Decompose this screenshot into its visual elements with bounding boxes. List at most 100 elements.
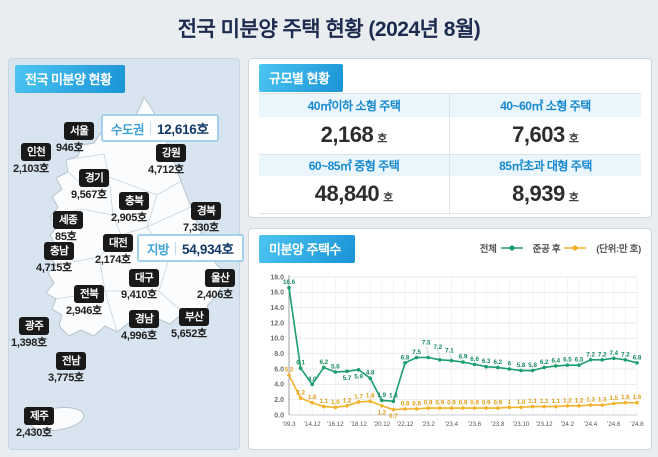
provincial-callout-value: 54,934호 [182,242,234,257]
data-point [635,361,639,365]
y-axis-tick-label: 16.0 [270,290,284,297]
region-label: 대전 [103,234,134,252]
data-point [612,401,616,406]
data-point-label: 1.6 [308,394,317,401]
y-axis-tick-label: 6.0 [274,366,284,373]
y-axis-tick-label: 2.0 [274,397,284,404]
data-point-label: 1.2 [575,397,584,404]
legend-item-completed: 준공 후 [533,241,587,255]
label-leader-line [437,350,441,358]
data-point-label: 6 [508,361,512,368]
data-point [577,363,581,367]
data-point-label: 1.6 [633,394,642,401]
region-label: 강원 [156,144,187,162]
data-point [403,407,407,411]
data-point [356,400,361,404]
metro-callout-label: 수도권 [111,122,145,137]
scale-cell-value: 48,840 호 [259,176,450,213]
data-point-label: 5.9 [354,373,363,380]
data-point-label: 1.0 [517,399,526,406]
data-point [403,361,407,365]
scale-cell-number: 48,840 [314,181,380,206]
y-axis-tick-label: 18.0 [270,274,284,281]
x-axis-tick-label: '24.4 [584,421,598,428]
data-point [391,407,396,412]
data-point-label: 5.8 [528,362,537,369]
data-point [507,367,512,371]
data-point-label: 0.9 [447,400,456,407]
data-point [426,406,430,410]
region-label: 대구 [129,269,160,287]
region-label: 울산 [205,269,236,287]
scale-cell-value: 8,939 호 [450,176,641,213]
scale-cell-number: 8,939 [512,181,565,206]
data-point-label: 1.6 [621,394,630,401]
y-axis-tick-label: 10.0 [270,336,284,343]
scale-cell-label: 60~85㎡ 중형 주택 [259,154,450,176]
region-value: 2,946호 [66,305,102,317]
data-point [368,399,372,403]
data-point [345,404,349,408]
data-point-label: 7.5 [412,349,421,356]
data-point [391,399,396,403]
data-point [542,404,546,409]
data-point-label: 1.9 [377,392,386,399]
data-point-label: 0.9 [493,400,502,407]
data-point [588,358,593,362]
data-point-label: 5.7 [343,375,352,382]
data-point-label: 6.1 [296,360,305,367]
y-axis-tick-label: 0.0 [274,412,284,419]
region-value: 4,715호 [36,262,72,274]
label-leader-line [449,353,452,359]
region-label: 전남 [56,352,87,370]
region-value: 1,398호 [11,337,47,349]
region-value: 2,905호 [111,212,147,224]
scale-panel-header: 규모별 현황 [259,64,344,92]
data-point [414,355,419,360]
y-axis-tick-label: 8.0 [274,351,284,358]
region-value: 2,430호 [16,427,52,439]
chart-unit-note: (단위:만 호) [596,244,641,255]
data-point-label: 6.3 [482,358,491,365]
scale-table: 40㎡이하 소형 주택 40~60㎡ 소형 주택 2,168 호 7,603 호… [259,93,641,214]
data-point-label: 6.4 [551,357,560,364]
data-point-label: 0.9 [470,400,479,407]
y-axis-tick-label: 4.0 [274,382,284,389]
data-point [461,406,465,410]
region-label: 서울 [64,122,95,140]
data-point-label: 16.6 [283,279,296,286]
data-point [322,365,326,370]
scale-cell-unit: 호 [568,192,579,204]
data-point-label: 6.8 [633,354,642,361]
region-value: 7,330호 [183,222,219,234]
data-point-label: 1.2 [343,397,352,404]
scale-cell-value: 7,603 호 [450,117,641,154]
region-label: 제주 [24,407,55,425]
data-point [380,398,384,403]
data-point-label: 1.7 [354,393,363,400]
region-value: 4,712호 [148,164,184,176]
data-point-label: 1.1 [528,398,537,405]
data-point-label: 0.9 [459,400,468,407]
data-point-label: 5.8 [517,362,526,369]
data-point [588,403,593,407]
data-point [530,368,535,373]
page-title: 전국 미분양 주택 현황 (2024년 8월) [177,18,481,41]
x-axis-tick-label: '24.2 [561,421,575,428]
data-point [298,366,303,371]
data-point [507,405,512,410]
data-point [600,358,604,362]
data-point [612,356,616,361]
legend-marker-completed-icon [564,245,587,251]
x-axis-tick-label: '14.12 [304,421,321,428]
data-point-label: 7.2 [433,344,442,351]
region-label: 부산 [179,308,210,326]
label-leader-line [425,345,429,356]
scale-cell-unit: 호 [383,192,394,204]
x-axis-tick-label: '23.4 [445,421,459,428]
data-point-label: 6.6 [470,356,479,363]
data-point [298,396,303,400]
data-point [380,404,384,408]
data-point [426,355,430,360]
callout-divider [175,241,177,255]
